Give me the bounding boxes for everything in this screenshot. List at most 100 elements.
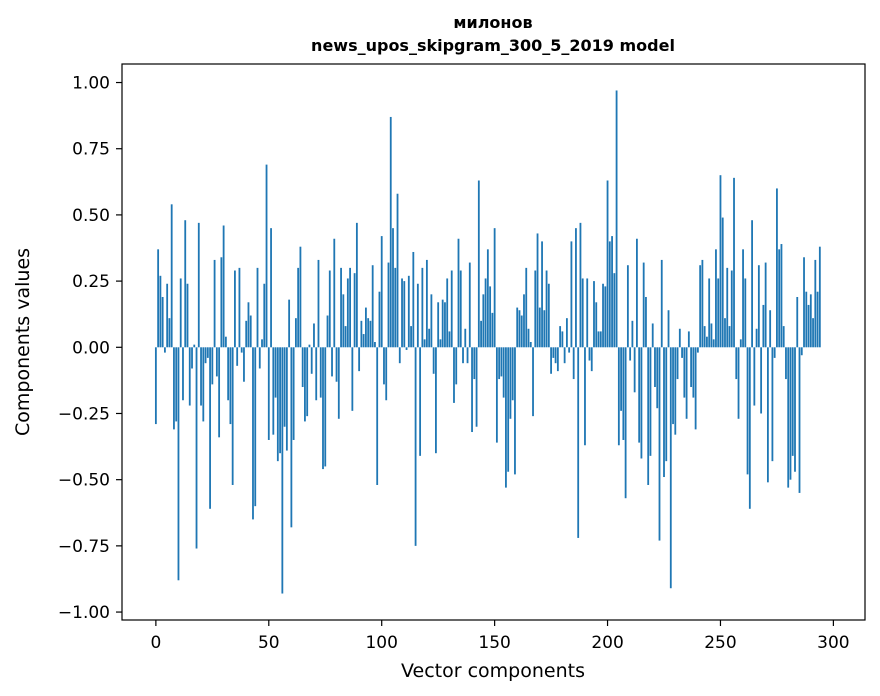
bar-285 [798,347,801,493]
bar-125 [437,302,440,348]
bar-136 [462,347,464,364]
bar-271 [766,347,769,483]
bar-114 [412,251,415,348]
bar-129 [446,278,449,348]
bar-156 [507,347,510,472]
x-tick-label: 250 [704,633,736,653]
bar-157 [509,347,512,419]
y-tick-label: 0.50 [72,206,110,226]
bar-40 [245,320,248,348]
bar-194 [593,281,595,348]
bar-248 [715,249,717,348]
bar-241 [699,265,702,348]
bar-67 [306,347,309,417]
bar-220 [651,323,654,348]
bar-195 [595,302,598,348]
bar-160 [516,307,519,348]
bar-98 [376,347,379,485]
bar-93 [365,307,367,348]
x-tick-label: 300 [817,633,849,653]
bar-249 [717,278,720,348]
bar-30 [222,225,225,348]
bar-3 [161,296,164,348]
bar-242 [701,259,704,348]
bar-263 [748,347,751,509]
bar-105 [392,228,394,348]
bar-51 [270,228,272,348]
bar-132 [453,347,455,403]
bar-290 [809,294,812,348]
bar-200 [606,180,609,348]
bar-274 [773,347,776,358]
bar-110 [403,281,406,348]
bar-258 [737,347,740,419]
plot-frame [121,63,866,621]
bar-219 [649,347,652,456]
bar-231 [676,347,679,380]
bar-279 [785,347,787,380]
bar-155 [505,347,507,488]
bar-222 [656,347,659,409]
bar-161 [518,310,521,348]
bar-55 [279,347,281,454]
bar-54 [276,347,279,462]
bar-146 [484,278,487,348]
bar-171 [541,241,543,348]
bar-280 [787,347,790,488]
bar-272 [769,310,772,348]
bar-233 [681,347,683,358]
bar-92 [362,334,365,348]
bar-143 [477,180,480,348]
bar-103 [387,262,390,348]
bar-209 [626,265,629,348]
bar-62 [294,318,297,348]
bar-175 [550,347,552,374]
bar-244 [706,336,708,348]
bar-24 [209,347,211,509]
bar-18 [195,347,198,549]
x-tick-label: 50 [258,633,280,653]
bar-34 [231,347,234,485]
y-axis-ticks: 1.00 0.75 0.50 0.25 0.00 −0.25 −0.50 −0.75 −1.00 [58,74,122,623]
bar-79 [333,238,336,348]
bar-152 [498,347,501,380]
bar-106 [394,267,397,348]
bar-178 [556,347,559,372]
bar-65 [301,347,304,388]
bar-14 [186,283,189,348]
bar-104 [389,116,392,348]
bar-225 [663,347,665,478]
bar-294 [818,246,821,348]
bar-73 [319,347,322,398]
bar-217 [645,296,647,348]
bar-130 [448,331,451,348]
bar-61 [292,347,295,440]
bar-60 [290,347,293,528]
bar-112 [407,275,410,348]
bar-188 [579,222,582,348]
bar-139 [468,262,471,348]
bar-191 [586,278,589,348]
bar-176 [552,347,555,358]
y-tick-label: 0.00 [72,338,110,358]
bar-12 [182,347,184,401]
bar-83 [342,294,345,348]
bar-291 [812,318,814,348]
bar-293 [816,291,819,348]
bar-115 [414,347,417,546]
bar-100 [380,236,383,348]
x-tick-label: 200 [591,633,623,653]
bar-282 [791,347,794,456]
bar-25 [211,347,214,385]
bar-4 [164,347,166,353]
bar-37 [238,267,241,348]
bar-252 [724,318,726,348]
bar-283 [794,347,796,472]
bar-197 [599,331,602,348]
bar-163 [523,294,525,348]
bar-9 [175,347,178,422]
bar-59 [288,299,291,348]
bar-267 [757,265,760,348]
bar-235 [685,347,688,419]
bar-229 [672,347,674,425]
